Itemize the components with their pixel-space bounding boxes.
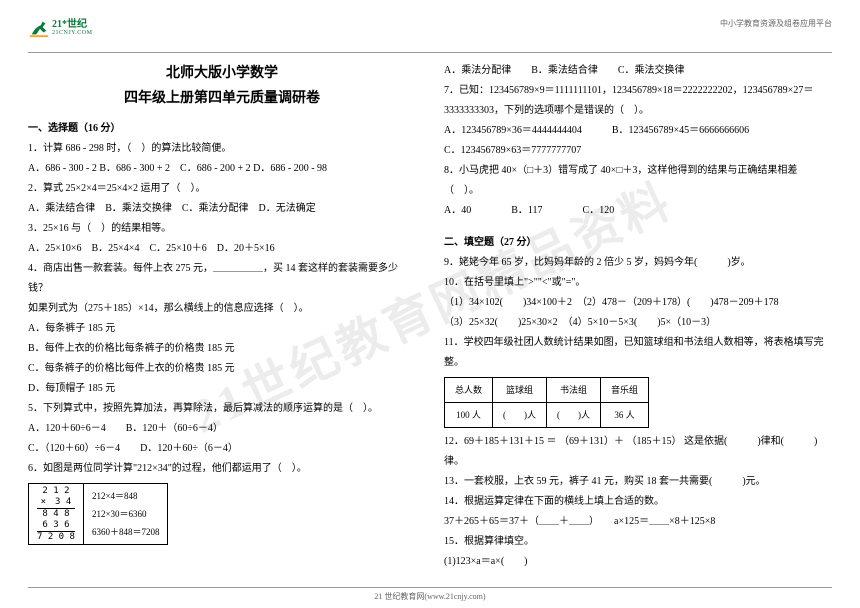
title-line2: 四年级上册第四单元质量调研卷 — [28, 86, 416, 111]
divider-bottom — [28, 587, 832, 588]
f13: 13．一套校服，上衣 59 元，裤子 41 元，购买 18 套一共需要( )元。 — [444, 472, 832, 492]
q3-options: A．25×10×6 B．25×4×4 C．25×10＋6 D．20＋5×16 — [28, 239, 416, 259]
f14a: 37＋265＋65＝37＋（＿＿＋＿＿） a×125＝＿＿×8＋125×8 — [444, 512, 832, 532]
f11: 11．学校四年级社团人数统计结果如图，已知篮球组和书法组人数相等，将表格填写完整… — [444, 333, 832, 373]
q4-opt-b: B．每件上衣的价格比每条裤子的价格贵 185 元 — [28, 339, 416, 359]
th-music: 音乐组 — [601, 378, 649, 403]
q4-opt-d: D．每顶帽子 185 元 — [28, 379, 416, 399]
q4-opt-a: A．每条裤子 185 元 — [28, 319, 416, 339]
section-1-heading: 一、选择题（16 分） — [28, 119, 416, 139]
calc-r3: 6360＋848＝7208 — [92, 523, 160, 541]
q4-opt-c: C．每条裤子的价格比每件上衣的价格贵 185 元 — [28, 359, 416, 379]
f12: 12．69＋185＋131＋15 ＝ （69＋131）＋ （185＋15） 这是… — [444, 432, 832, 472]
column-right: A．乘法分配律 B．乘法结合律 C．乘法交换律 7．已知：123456789×9… — [444, 61, 832, 572]
table-row: 100 人 ( )人 ( )人 36 人 — [445, 403, 649, 428]
q5-options2: C．（120＋60）÷6－4 D．120＋60÷（6－4） — [28, 439, 416, 459]
calc-c1: 2 1 2 — [37, 486, 75, 497]
logo-runner-icon — [28, 18, 50, 38]
th-basketball: 篮球组 — [493, 378, 547, 403]
q2-options: A．乘法结合律 B．乘法交换律 C．乘法分配律 D．无法确定 — [28, 199, 416, 219]
calc-vertical: 2 1 2 × 3 4 8 4 8 6 3 6 7 2 0 8 — [29, 484, 84, 545]
logo-url: 21CNJY.COM — [52, 30, 92, 36]
td-basketball: ( )人 — [493, 403, 547, 428]
f15: 15．根据算律填空。 — [444, 532, 832, 552]
q4b: 如果列式为（275＋185）×14，那么横线上的信息应选择（ ）。 — [28, 299, 416, 319]
f10a: （1）34×102( )34×100＋2 （2）478－（209＋178）( )… — [444, 293, 832, 313]
logo: 21*世纪 21CNJY.COM — [28, 18, 92, 38]
q7b: 3333333303，下列的选项哪个是错误的（ ）。 — [444, 101, 832, 121]
q3: 3．25×16 与（ ）的结果相等。 — [28, 219, 416, 239]
footer: 21 世纪教育网(www.21cnjy.com) — [0, 591, 860, 602]
club-table: 总人数 篮球组 书法组 音乐组 100 人 ( )人 ( )人 36 人 — [444, 377, 649, 428]
f15a: (1)123×a＝a×( ) — [444, 552, 832, 572]
section-2-heading: 二、填空题（27 分） — [444, 233, 832, 253]
page: 21*世纪 21CNJY.COM 中小学教育资源及组卷应用平台 北师大版小学数学… — [0, 0, 860, 608]
q7-opt-c: C．123456789×63＝7777777707 — [444, 141, 832, 161]
q6: 6．如图是两位同学计算"212×34"的过程，他们都运用了（ ）。 — [28, 459, 416, 479]
platform-label: 中小学教育资源及组卷应用平台 — [720, 18, 832, 29]
calc-steps: 212×4＝848 212×30＝6360 6360＋848＝7208 — [83, 484, 168, 545]
calc-r1: 212×4＝848 — [92, 487, 160, 505]
f10b: （3）25×32( )25×30×2 （4）5×10－5×3( )5×（10－3… — [444, 313, 832, 333]
f14: 14．根据运算定律在下面的横线上填上合适的数。 — [444, 492, 832, 512]
q8-options: A．40 B．117 C．120 — [444, 201, 832, 221]
q7-opt-ab: A．123456789×36＝4444444404 B．123456789×45… — [444, 121, 832, 141]
q5: 5．下列算式中，按照先算加法，再算除法，最后算减法的顺序运算的是（ ）。 — [28, 399, 416, 419]
calc-c5: 7 2 0 8 — [37, 532, 75, 543]
calc-r2: 212×30＝6360 — [92, 505, 160, 523]
td-total: 100 人 — [445, 403, 493, 428]
q2: 2．算式 25×2×4＝25×4×2 运用了（ ）。 — [28, 179, 416, 199]
divider-top — [28, 52, 832, 53]
f10: 10．在括号里填上">""<"或"="。 — [444, 273, 832, 293]
column-left: 北师大版小学数学 四年级上册第四单元质量调研卷 一、选择题（16 分） 1．计算… — [28, 61, 416, 572]
q8: 8．小马虎把 40×（□＋3）错写成了 40×□＋3，这样他得到的结果与正确结果… — [444, 161, 832, 201]
content-columns: 北师大版小学数学 四年级上册第四单元质量调研卷 一、选择题（16 分） 1．计算… — [28, 61, 832, 572]
q5-options1: A．120＋60÷6－4 B．120＋（60÷6－4） — [28, 419, 416, 439]
f9: 9．姥姥今年 65 岁，比妈妈年龄的 2 倍少 5 岁，妈妈今年( )岁。 — [444, 253, 832, 273]
calc-c3: 8 4 8 — [37, 509, 75, 520]
calc-table: 2 1 2 × 3 4 8 4 8 6 3 6 7 2 0 8 212×4＝84… — [28, 483, 168, 545]
logo-text: 21*世纪 — [52, 20, 92, 30]
td-music: 36 人 — [601, 403, 649, 428]
calc-c4: 6 3 6 — [37, 520, 75, 532]
th-calligraphy: 书法组 — [547, 378, 601, 403]
header: 21*世纪 21CNJY.COM 中小学教育资源及组卷应用平台 — [28, 18, 832, 50]
q7: 7．已知：123456789×9＝1111111101，123456789×18… — [444, 81, 832, 101]
th-total: 总人数 — [445, 378, 493, 403]
td-calligraphy: ( )人 — [547, 403, 601, 428]
calc-c2: × 3 4 — [37, 497, 75, 509]
table-header-row: 总人数 篮球组 书法组 音乐组 — [445, 378, 649, 403]
doc-title: 北师大版小学数学 四年级上册第四单元质量调研卷 — [28, 61, 416, 111]
q4: 4．商店出售一款套装。每件上衣 275 元，＿＿＿＿＿，买 14 套这样的套装需… — [28, 259, 416, 299]
q1: 1．计算 686 - 298 时，（ ）的算法比较简便。 — [28, 139, 416, 159]
title-line1: 北师大版小学数学 — [28, 61, 416, 86]
q1-options: A．686 - 300 - 2 B．686 - 300 + 2 C．686 - … — [28, 159, 416, 179]
q6-options: A．乘法分配律 B．乘法结合律 C．乘法交换律 — [444, 61, 832, 81]
